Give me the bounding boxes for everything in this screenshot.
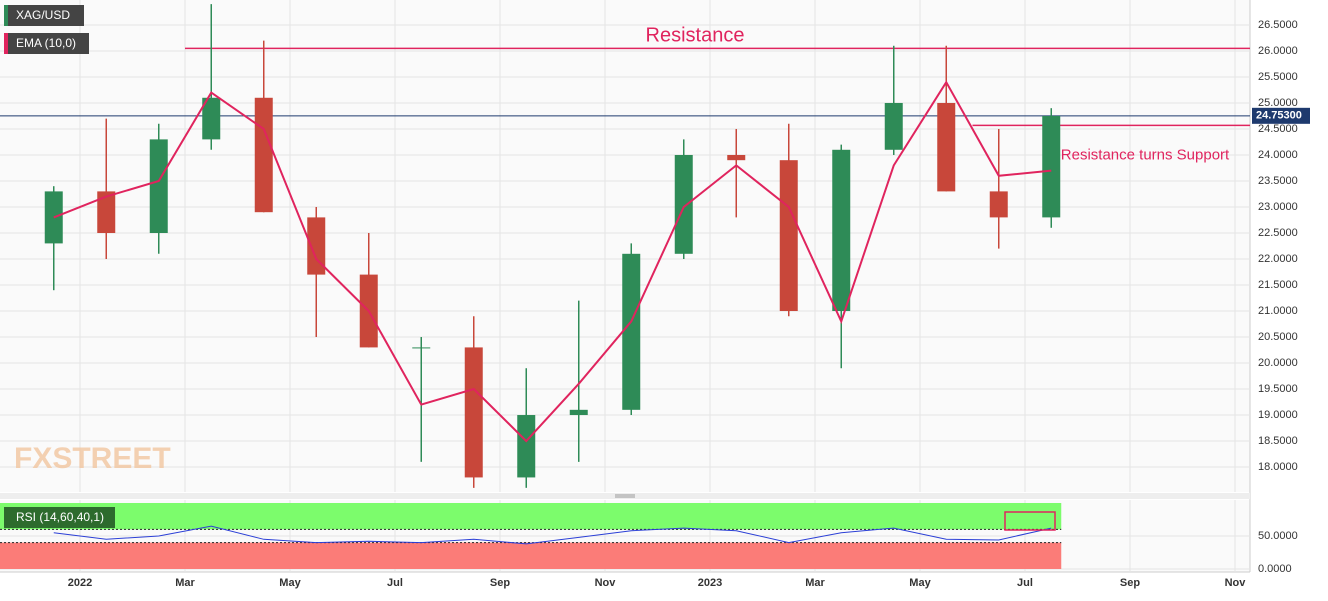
- legend-box: [4, 33, 89, 54]
- y-tick-label: 19.5000: [1258, 383, 1298, 395]
- last-price-label: 24.75300: [1256, 110, 1302, 122]
- y-tick-label: 21.5000: [1258, 279, 1298, 291]
- candle-body: [517, 415, 536, 478]
- legend-label: RSI (14,60,40,1): [16, 510, 104, 524]
- y-tick-label: 22.0000: [1258, 253, 1298, 265]
- pane-divider: [0, 493, 1250, 499]
- candle-body: [884, 102, 903, 150]
- x-tick-label: Sep: [1120, 577, 1140, 589]
- candle-body: [254, 97, 273, 213]
- y-tick-label: 26.5000: [1258, 19, 1298, 31]
- candle-body: [779, 160, 798, 312]
- y-tick-label: 25.5000: [1258, 71, 1298, 83]
- x-tick-label: Nov: [1225, 577, 1247, 589]
- candle-body: [569, 409, 588, 416]
- y-tick-label: 22.5000: [1258, 227, 1298, 239]
- rsi-line: [53, 525, 1052, 545]
- candle-body: [989, 191, 1008, 218]
- y-tick-label: 23.5000: [1258, 175, 1298, 187]
- x-tick-label: Jul: [387, 577, 403, 589]
- legend-label: EMA (10,0): [16, 36, 76, 50]
- y-tick-label: 19.0000: [1258, 409, 1298, 421]
- x-tick-label: Sep: [490, 577, 510, 589]
- y-tick-label: 25.0000: [1258, 97, 1298, 109]
- candle-body: [412, 347, 431, 349]
- x-tick-label: Nov: [595, 577, 617, 589]
- legend-box: [4, 5, 84, 26]
- highlight-box: [1004, 511, 1056, 531]
- candle-body: [149, 139, 168, 233]
- candle-body: [622, 253, 641, 410]
- rsi-lower-band: [0, 542, 1062, 569]
- y-tick-label: 20.0000: [1258, 357, 1298, 369]
- y-tick-label: 24.5000: [1258, 123, 1298, 135]
- legend-swatch: [4, 33, 8, 54]
- y-tick-label: 21.0000: [1258, 305, 1298, 317]
- rsi-upper-band: [0, 503, 1062, 530]
- candle-body: [464, 347, 483, 478]
- x-tick-label: May: [279, 577, 301, 589]
- candle-body: [727, 154, 746, 161]
- y-tick-label: 20.5000: [1258, 331, 1298, 343]
- candle-body: [97, 191, 116, 233]
- legend-box: [4, 507, 115, 528]
- last-price-box: [1252, 107, 1310, 124]
- candle-body: [202, 97, 221, 140]
- y-tick-label: 26.0000: [1258, 45, 1298, 57]
- watermark: FXSTREET: [14, 442, 171, 475]
- y-tick-label: 0.0000: [1258, 563, 1292, 575]
- candle-body: [1042, 115, 1061, 218]
- y-tick-label: 50.0000: [1258, 530, 1298, 542]
- candle-body: [937, 102, 956, 192]
- candle-body: [832, 149, 851, 312]
- ema-line: [53, 80, 1052, 443]
- annotation-label: Resistance turns Support: [1061, 146, 1230, 163]
- x-tick-label: May: [909, 577, 931, 589]
- candle-body: [674, 154, 693, 254]
- candle-body: [307, 217, 326, 275]
- y-tick-label: 18.5000: [1258, 435, 1298, 447]
- x-tick-label: Mar: [805, 577, 825, 589]
- legend-swatch: [4, 5, 8, 26]
- price-pane: [0, 0, 1250, 492]
- x-tick-label: 2022: [68, 577, 92, 589]
- annotation-label: Resistance: [646, 25, 745, 47]
- x-tick-label: 2023: [698, 577, 722, 589]
- legend-label: XAG/USD: [16, 8, 70, 22]
- x-tick-label: Mar: [175, 577, 195, 589]
- x-tick-label: Jul: [1017, 577, 1033, 589]
- y-tick-label: 23.0000: [1258, 201, 1298, 213]
- y-tick-label: 24.0000: [1258, 149, 1298, 161]
- y-tick-label: 18.0000: [1258, 461, 1298, 473]
